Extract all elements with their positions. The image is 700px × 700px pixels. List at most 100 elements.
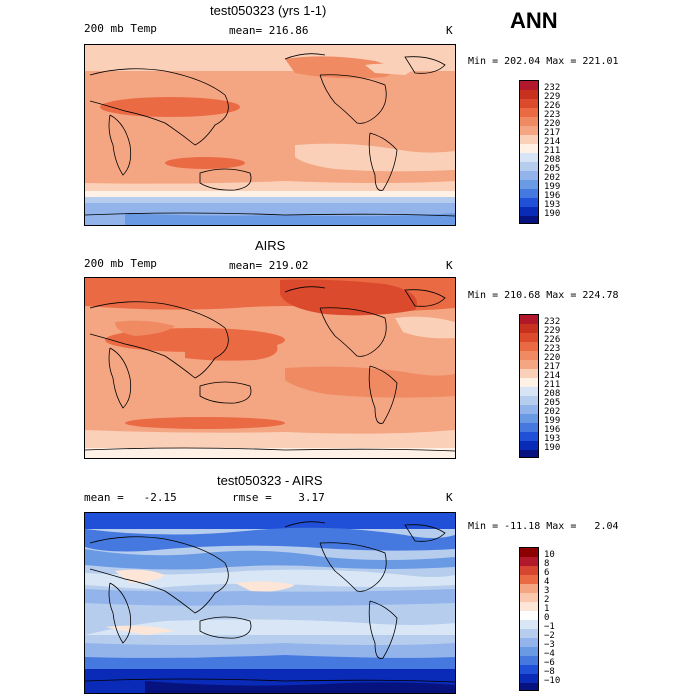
panel-1-mean: mean= 216.86 [229,24,309,37]
colorbar-tick: 196 [544,191,561,201]
colorbar-tick: 193 [544,200,561,210]
panel-3-colorbar-swatch [520,611,538,620]
panel-2-mean: mean= 219.02 [229,259,309,272]
colorbar-tick: −6 [544,658,555,668]
colorbar-tick: 232 [544,317,561,327]
colorbar-tick: 214 [544,371,561,381]
colorbar-tick: 190 [544,209,561,219]
colorbar-tick: −10 [544,676,561,686]
panel-3-mean: mean = -2.15 [84,491,177,504]
panel-1-colorbar-swatch [520,126,538,135]
panel-2-colorbar-swatch [520,432,538,441]
panel-3-map [84,512,456,694]
colorbar-tick: 217 [544,362,561,372]
colorbar-tick: 2 [544,595,550,605]
colorbar-tick: 211 [544,146,561,156]
panel-2-colorbar-swatch [520,333,538,342]
panel-2-colorbar [519,314,539,458]
panel-3-colorbar-swatch [520,656,538,665]
colorbar-tick: 199 [544,416,561,426]
colorbar-tick: 10 [544,550,555,560]
panel-1-colorbar-swatch [520,117,538,126]
colorbar-tick: 214 [544,137,561,147]
panel-1-colorbar [519,80,539,224]
panel-2-title: AIRS [255,238,286,253]
panel-1-colorbar-swatch [520,207,538,216]
panel-2-colorbar-swatch [520,369,538,378]
panel-3-colorbar-swatch [520,602,538,611]
panel-1-units: K [446,24,453,37]
panel-3-colorbar-swatch [520,647,538,656]
panel-3-colorbar-swatch [520,620,538,629]
colorbar-tick: 6 [544,568,550,578]
panel-1-colorbar-swatch [520,198,538,207]
colorbar-tick: 202 [544,173,561,183]
panel-2-colorbar-swatch [520,342,538,351]
colorbar-tick: −1 [544,622,555,632]
panel-1-colorbar-swatch [520,189,538,198]
panel-3-minmax: Min = -11.18 Max = 2.04 [468,521,619,532]
colorbar-tick: 208 [544,155,561,165]
colorbar-tick: 1 [544,604,550,614]
panel-1-colorbar-swatch [520,216,538,223]
panel-2-colorbar-swatch [520,441,538,450]
panel-3-colorbar-swatch [520,593,538,602]
colorbar-tick: 202 [544,407,561,417]
panel-2-colorbar-swatch [520,351,538,360]
panel-1-colorbar-swatch [520,108,538,117]
panel-2-colorbar-swatch [520,315,538,324]
panel-1-colorbar-swatch [520,144,538,153]
panel-1-title: test050323 (yrs 1-1) [210,3,327,18]
colorbar-tick: 226 [544,101,561,111]
colorbar-tick: 223 [544,110,561,120]
panel-1-map [84,44,456,226]
panel-2-colorbar-swatch [520,360,538,369]
panel-1-field: 200 mb Temp [84,22,157,35]
panel-3-colorbar-swatch [520,674,538,683]
colorbar-tick: 199 [544,182,561,192]
colorbar-tick: 208 [544,389,561,399]
panel-2-colorbar-swatch [520,324,538,333]
panel-3-colorbar-swatch [520,683,538,690]
panel-3-colorbar [519,547,539,691]
panel-3-rmse: rmse = 3.17 [232,491,325,504]
panel-1-colorbar-swatch [520,81,538,90]
panel-2-field: 200 mb Temp [84,257,157,270]
panel-2-colorbar-swatch [520,423,538,432]
colorbar-tick: 217 [544,128,561,138]
colorbar-tick: 4 [544,577,550,587]
panel-2-map [84,277,456,459]
panel-1-colorbar-swatch [520,90,538,99]
colorbar-tick: 229 [544,92,561,102]
panel-3-colorbar-swatch [520,548,538,557]
panel-3-colorbar-swatch [520,575,538,584]
panel-3-units: K [446,491,453,504]
panel-2-colorbar-swatch [520,450,538,457]
panel-3-colorbar-swatch [520,629,538,638]
colorbar-tick: 220 [544,119,561,129]
colorbar-tick: 3 [544,586,550,596]
panel-2-units: K [446,259,453,272]
colorbar-tick: 8 [544,559,550,569]
panel-3-colorbar-swatch [520,665,538,674]
colorbar-tick: 223 [544,344,561,354]
panel-2-colorbar-swatch [520,387,538,396]
colorbar-tick: 211 [544,380,561,390]
panel-2-colorbar-swatch [520,396,538,405]
colorbar-tick: −3 [544,640,555,650]
panel-2-colorbar-swatch [520,378,538,387]
panel-1-colorbar-swatch [520,180,538,189]
panel-3-title: test050323 - AIRS [217,473,323,488]
colorbar-tick: 205 [544,398,561,408]
panel-2-minmax: Min = 210.68 Max = 224.78 [468,290,619,301]
colorbar-tick: 190 [544,443,561,453]
colorbar-tick: 193 [544,434,561,444]
panel-1-colorbar-swatch [520,171,538,180]
colorbar-tick: 0 [544,613,550,623]
panel-3-colorbar-swatch [520,584,538,593]
colorbar-tick: −4 [544,649,555,659]
colorbar-tick: 232 [544,83,561,93]
colorbar-tick: 205 [544,164,561,174]
panel-2-colorbar-swatch [520,414,538,423]
colorbar-tick: 229 [544,326,561,336]
